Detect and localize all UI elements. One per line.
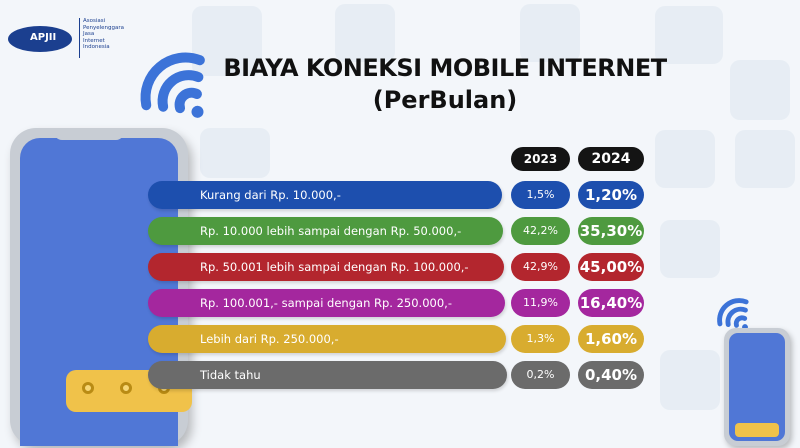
phone-notch xyxy=(54,128,124,140)
logo-mark xyxy=(8,26,72,52)
background-tile xyxy=(730,60,790,120)
logo-org-name: Asosiasi Penyelenggara Jasa Internet Ind… xyxy=(83,18,153,51)
background-tile xyxy=(335,4,395,62)
phone-dock xyxy=(735,423,779,437)
value-2023: 11,9% xyxy=(511,289,570,317)
smartphone-icon xyxy=(724,328,790,446)
apjii-logo: APJII Asosiasi Penyelenggara Jasa Intern… xyxy=(8,14,178,58)
value-2024: 35,30% xyxy=(578,217,644,245)
value-2024: 1,60% xyxy=(578,325,644,353)
logo-mark-text: APJII xyxy=(30,32,57,43)
logo-org-line: Penyelenggara xyxy=(83,24,125,31)
logo-org-line: Asosiasi xyxy=(83,18,106,24)
background-tile xyxy=(735,130,795,188)
category-bar: Kurang dari Rp. 10.000,- xyxy=(148,181,502,209)
background-tile xyxy=(660,350,720,410)
logo-org-line: Jasa xyxy=(83,31,95,37)
chart-subtitle: (PerBulan) xyxy=(372,86,518,114)
value-2023: 42,9% xyxy=(511,253,570,281)
background-tile xyxy=(655,130,715,188)
value-2023: 42,2% xyxy=(511,217,570,245)
category-bar: Rp. 10.000 lebih sampai dengan Rp. 50.00… xyxy=(148,217,503,245)
dock-dot xyxy=(120,382,132,394)
category-bar: Rp. 50.001 lebih sampai dengan Rp. 100.0… xyxy=(148,253,504,281)
background-tile xyxy=(200,128,270,178)
value-2024: 1,20% xyxy=(578,181,644,209)
category-bar: Lebih dari Rp. 250.000,- xyxy=(148,325,506,353)
logo-org-line: Indonesia xyxy=(83,44,110,50)
value-2023: 1,5% xyxy=(511,181,570,209)
dock-dot xyxy=(82,382,94,394)
value-2023: 0,2% xyxy=(511,361,570,389)
phone-screen xyxy=(729,333,785,441)
background-tile xyxy=(192,6,262,76)
wifi-icon xyxy=(140,52,205,118)
value-2024: 16,40% xyxy=(578,289,644,317)
column-header-2024: 2024 xyxy=(578,147,644,171)
background-tile xyxy=(660,220,720,278)
background-tile xyxy=(520,4,580,62)
value-2024: 45,00% xyxy=(578,253,644,281)
category-bar: Rp. 100.001,- sampai dengan Rp. 250.000,… xyxy=(148,289,505,317)
chart-title: BIAYA KONEKSI MOBILE INTERNET xyxy=(223,54,667,82)
value-2024: 0,40% xyxy=(578,361,644,389)
column-header-2023: 2023 xyxy=(511,147,570,171)
logo-divider xyxy=(79,18,80,58)
logo-org-line: Internet xyxy=(83,37,105,44)
category-bar: Tidak tahu xyxy=(148,361,507,389)
value-2023: 1,3% xyxy=(511,325,570,353)
background-tile xyxy=(655,6,723,64)
